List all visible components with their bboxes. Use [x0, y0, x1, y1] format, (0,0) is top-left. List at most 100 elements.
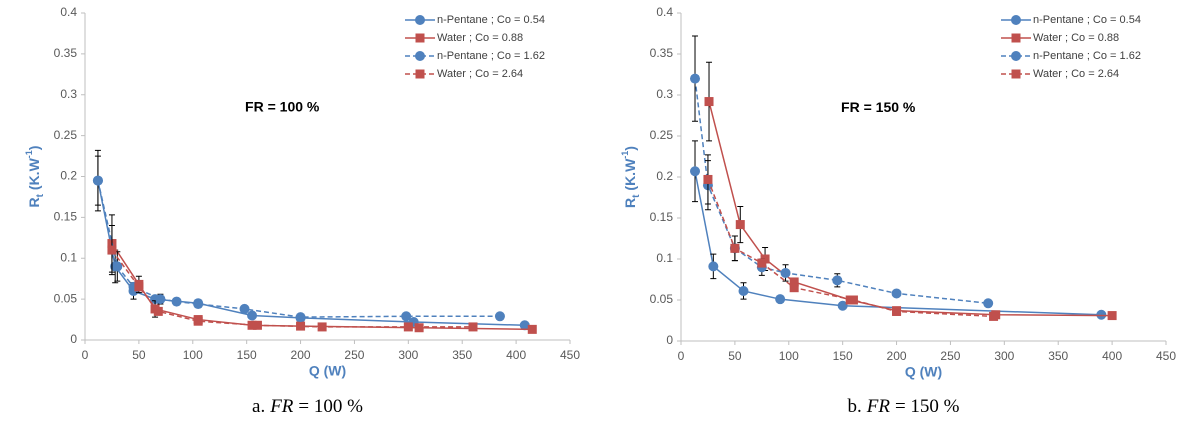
x-tick-label: 200	[887, 349, 907, 363]
y-tick-label: 0.4	[60, 5, 77, 19]
caption: b. FR = 150 %	[847, 396, 959, 417]
point	[171, 296, 182, 307]
y-axis-label-part: (K.W	[26, 157, 42, 194]
legend-marker	[415, 69, 425, 79]
legend-label: Water ; Co = 0.88	[1033, 32, 1119, 44]
caption-italic: FR	[866, 396, 891, 417]
x-tick-label: 300	[994, 349, 1014, 363]
legend-marker	[415, 51, 425, 61]
y-tick-label: 0.05	[650, 292, 674, 306]
y-axis-label-part: )	[622, 146, 638, 151]
x-tick-label: 200	[291, 348, 311, 362]
x-tick-label: 0	[82, 348, 89, 362]
y-axis-label-part: t	[35, 193, 46, 197]
series-line	[694, 171, 1102, 316]
point	[832, 275, 843, 286]
point	[494, 311, 505, 322]
x-tick-label: 450	[1156, 349, 1176, 363]
y-tick-label: 0.15	[650, 210, 674, 224]
point	[112, 261, 123, 272]
point	[247, 310, 258, 321]
x-tick-label: 250	[940, 349, 960, 363]
y-tick-label: 0	[70, 332, 77, 346]
point	[295, 312, 306, 323]
y-tick-label: 0.2	[60, 169, 77, 183]
caption-prefix: a.	[252, 396, 265, 417]
legend-label: n-Pentane ; Co = 0.54	[1033, 14, 1141, 26]
x-tick-label: 50	[132, 348, 146, 362]
y-tick-label: 0.1	[60, 250, 77, 264]
point	[414, 323, 424, 333]
point	[401, 311, 412, 322]
x-tick-label: 400	[506, 348, 526, 362]
caption-italic: FR	[269, 396, 294, 417]
y-axis-label: Rt (K.W-1)	[620, 146, 642, 208]
point	[239, 303, 250, 314]
legend-label: n-Pentane ; Co = 1.62	[437, 50, 545, 62]
y-tick-label: 0.3	[60, 87, 77, 101]
point	[107, 245, 117, 255]
series-line	[97, 180, 500, 318]
x-tick-label: 300	[398, 348, 418, 362]
x-tick-label: 50	[728, 349, 742, 363]
point	[92, 175, 103, 186]
y-axis-label-part: R	[622, 198, 638, 208]
y-axis-label-part: (K.W	[622, 158, 638, 195]
x-tick-label: 0	[678, 349, 685, 363]
x-tick-label: 350	[452, 348, 472, 362]
legend-marker	[1011, 51, 1021, 61]
legend-label: n-Pentane ; Co = 0.54	[437, 14, 545, 26]
legend-marker	[1011, 69, 1021, 79]
point	[837, 300, 848, 311]
point	[983, 298, 994, 309]
legend-marker	[415, 33, 425, 43]
legend-marker	[1011, 33, 1021, 43]
y-tick-label: 0	[666, 333, 673, 347]
point	[403, 322, 413, 332]
x-tick-label: 400	[1102, 349, 1122, 363]
y-axis-label-part: R	[26, 197, 42, 207]
legend-label: Water ; Co = 2.64	[1033, 68, 1119, 80]
point	[1107, 311, 1117, 321]
point	[317, 322, 327, 332]
caption-rest: = 150 %	[895, 396, 960, 417]
y-tick-label: 0.1	[656, 251, 673, 265]
legend-label: Water ; Co = 0.88	[437, 32, 523, 44]
point	[730, 243, 740, 253]
point	[703, 174, 713, 184]
y-axis-label: Rt (K.W-1)	[24, 146, 46, 208]
y-axis-label-part: -1	[24, 150, 34, 158]
point	[153, 306, 163, 316]
y-tick-label: 0.15	[54, 210, 78, 224]
legend-label: Water ; Co = 2.64	[437, 68, 523, 80]
y-axis-label-part: t	[631, 194, 642, 198]
series-line	[708, 101, 1113, 317]
point	[690, 166, 701, 177]
x-tick-label: 250	[344, 348, 364, 362]
y-tick-label: 0.4	[656, 5, 673, 19]
point	[704, 97, 714, 107]
legend-label: n-Pentane ; Co = 1.62	[1033, 50, 1141, 62]
y-axis-label-part: -1	[620, 151, 630, 159]
point	[134, 282, 144, 292]
point	[757, 258, 767, 268]
y-tick-label: 0.2	[656, 169, 673, 183]
caption-rest: = 100 %	[298, 396, 363, 417]
point	[789, 277, 799, 287]
y-axis-label-part: )	[26, 146, 42, 151]
y-tick-label: 0.05	[54, 291, 78, 305]
point	[468, 322, 478, 332]
legend-marker	[415, 15, 425, 25]
y-tick-label: 0.35	[54, 46, 78, 60]
annotation: FR = 150 %	[841, 99, 916, 115]
caption-prefix: b.	[847, 396, 861, 417]
point	[708, 261, 719, 272]
x-tick-label: 450	[560, 348, 580, 362]
caption: a. FR = 100 %	[252, 396, 363, 417]
point	[775, 294, 786, 305]
point	[891, 288, 902, 299]
point	[738, 285, 749, 296]
annotation: FR = 100 %	[245, 99, 320, 115]
x-tick-label: 150	[237, 348, 257, 362]
